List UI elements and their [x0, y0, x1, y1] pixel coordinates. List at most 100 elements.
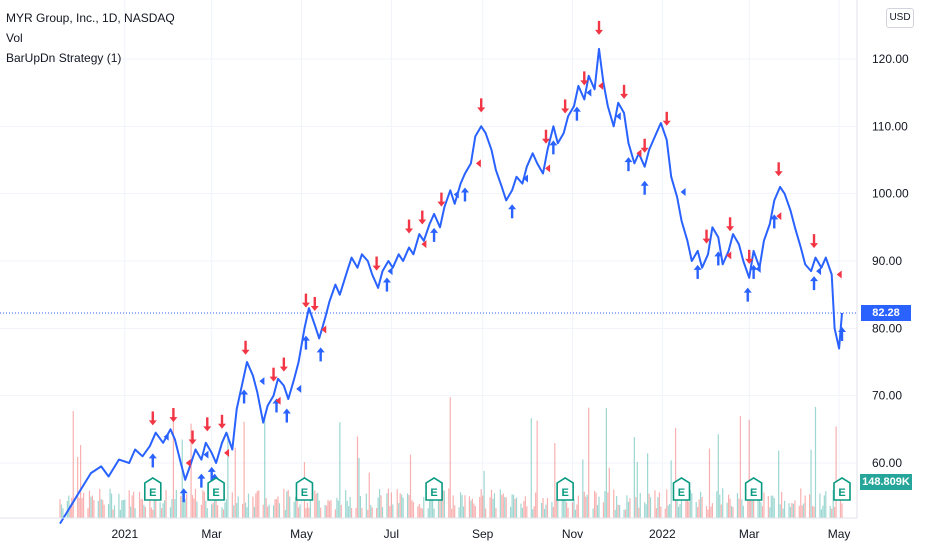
- earnings-marker-icon[interactable]: E: [556, 477, 574, 501]
- volume-bar: [141, 499, 144, 518]
- volume-bar: [256, 490, 258, 518]
- earnings-marker-icon[interactable]: E: [207, 477, 225, 501]
- volume-bar: [636, 462, 638, 518]
- short-entry-arrow-icon: [241, 340, 250, 355]
- earnings-marker-icon[interactable]: E: [672, 477, 691, 501]
- volume-bar: [769, 507, 771, 518]
- volume-bar: [657, 497, 659, 518]
- volume-bar: [515, 497, 518, 518]
- volume-bar: [62, 508, 64, 518]
- long-entry-arrow-icon: [693, 264, 702, 279]
- volume-bar: [654, 490, 656, 518]
- volume-bar: [729, 498, 731, 518]
- volume-bar: [212, 502, 214, 518]
- volume-bar: [728, 494, 730, 518]
- volume-bar: [592, 508, 594, 518]
- volume-bar: [823, 495, 825, 518]
- volume-bar: [530, 418, 532, 518]
- earnings-marker-icon[interactable]: E: [295, 477, 314, 501]
- volume-bar: [596, 505, 599, 518]
- symbol-title[interactable]: MYR Group, Inc., 1D, NASDAQ: [6, 11, 175, 25]
- volume-bar: [701, 497, 703, 518]
- volume-bar: [60, 504, 63, 518]
- price-axis[interactable]: 120.00 110.00 100.00 90.00 80.00 70.00 60.00: [856, 0, 909, 518]
- volume-bar: [574, 509, 577, 518]
- volume-bar: [317, 492, 319, 518]
- volume-bar: [275, 499, 278, 518]
- volume-bar: [109, 488, 111, 518]
- volume-bar: [638, 507, 640, 518]
- long-entry-arrow-icon: [714, 251, 723, 266]
- volume-bar: [200, 504, 202, 518]
- volume-bar: [489, 497, 491, 518]
- volume-bar: [464, 495, 466, 518]
- long-entry-arrow-icon: [301, 335, 310, 350]
- time-axis[interactable]: 2021 Mar May Jul Sep Nov 2022 Mar May: [0, 517, 857, 541]
- volume-bar: [602, 502, 605, 518]
- volume-bar: [149, 496, 151, 518]
- currency-badge[interactable]: USD: [886, 8, 914, 28]
- volume-bar: [380, 495, 382, 518]
- volume-bar: [130, 506, 132, 518]
- volume-bar: [669, 503, 671, 518]
- volume-bar: [113, 505, 116, 518]
- volume-bar: [262, 504, 264, 518]
- short-entry-arrow-icon: [774, 162, 783, 177]
- earnings-marker-letter: E: [149, 487, 156, 499]
- position-close-marker: [163, 432, 169, 441]
- earnings-marker-icon[interactable]: E: [744, 477, 763, 501]
- volume-bar: [392, 504, 394, 518]
- earnings-marker-icon[interactable]: E: [143, 477, 162, 501]
- position-close-marker: [321, 325, 327, 334]
- volume-bar: [231, 492, 233, 518]
- volume-bar: [278, 503, 281, 518]
- strategy-indicator-label[interactable]: BarUpDn Strategy (1): [6, 51, 122, 65]
- volume-bar: [370, 505, 372, 518]
- volume-bar: [367, 509, 369, 518]
- volume-bar: [378, 489, 381, 518]
- volume-bar: [361, 507, 363, 518]
- short-entry-arrow-icon: [418, 210, 427, 225]
- position-close-marker: [755, 264, 761, 273]
- last-price-label: 82.28: [861, 304, 911, 321]
- volume-bar: [705, 506, 708, 518]
- earnings-marker-letter: E: [838, 487, 845, 499]
- volume-bar: [542, 498, 544, 518]
- volume-bar: [820, 509, 822, 518]
- position-close-marker: [816, 267, 822, 276]
- volume-bar: [121, 500, 123, 518]
- volume-bar: [433, 508, 435, 518]
- volume-bar: [526, 506, 528, 518]
- earnings-marker-icon[interactable]: E: [833, 477, 851, 501]
- volume-bar: [626, 495, 628, 518]
- volume-bar: [128, 490, 130, 518]
- volume-bar: [203, 491, 205, 518]
- volume-bar: [140, 499, 142, 518]
- volume-bar: [389, 506, 391, 518]
- volume-bar: [691, 493, 693, 518]
- volume-bar: [339, 422, 341, 518]
- volume-bar: [194, 488, 197, 518]
- earnings-marker-icon[interactable]: E: [425, 477, 443, 501]
- volume-bar: [839, 493, 842, 518]
- volume-bar: [244, 502, 247, 518]
- volume-bar: [80, 445, 82, 518]
- volume-bar: [431, 498, 434, 518]
- volume-bar: [512, 494, 515, 518]
- volume-bar: [227, 433, 229, 518]
- volume-bar: [536, 420, 538, 518]
- short-entry-arrow-icon: [541, 129, 550, 144]
- volume-bar: [206, 508, 208, 518]
- volume-bar: [421, 508, 423, 518]
- volume-bar: [171, 499, 173, 518]
- volume-bar: [327, 500, 329, 518]
- volume-bar: [66, 500, 68, 518]
- volume-bar: [265, 498, 267, 518]
- volume-bar: [736, 493, 739, 518]
- volume-indicator-label[interactable]: Vol: [6, 31, 23, 45]
- short-entry-arrow-icon: [310, 296, 319, 311]
- volume-bar: [451, 508, 453, 518]
- volume-bar: [779, 504, 781, 518]
